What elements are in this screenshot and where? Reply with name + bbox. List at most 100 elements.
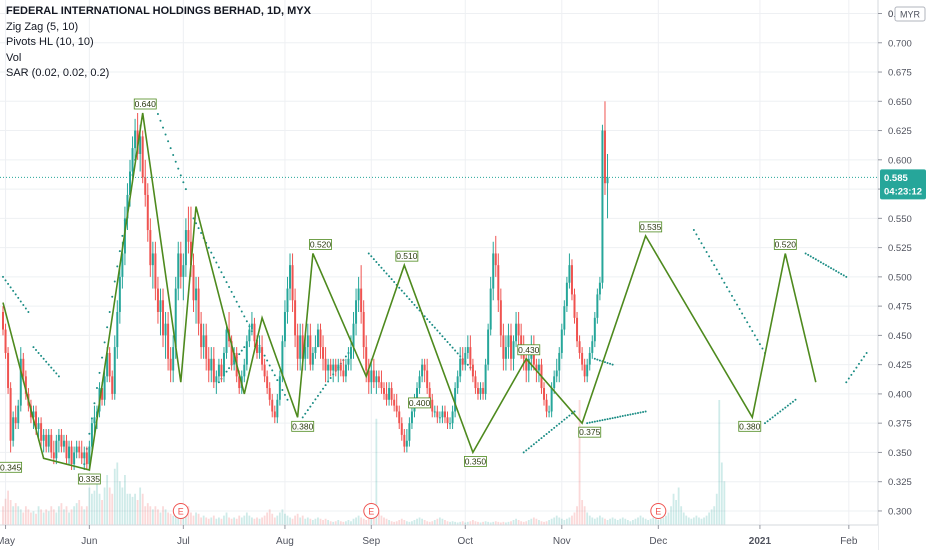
- candle[interactable]: [266, 376, 269, 389]
- candle[interactable]: [543, 388, 546, 400]
- candle[interactable]: [12, 417, 15, 441]
- candle[interactable]: [220, 364, 223, 377]
- candle[interactable]: [377, 376, 380, 383]
- candle[interactable]: [322, 347, 325, 359]
- candle[interactable]: [283, 311, 286, 342]
- candle[interactable]: [487, 329, 490, 365]
- candle[interactable]: [423, 364, 426, 371]
- candle[interactable]: [510, 335, 512, 359]
- candle[interactable]: [598, 282, 601, 295]
- candle[interactable]: [474, 376, 477, 389]
- candle[interactable]: [78, 446, 81, 453]
- candle[interactable]: [111, 376, 114, 394]
- candle[interactable]: [189, 241, 192, 266]
- candle[interactable]: [294, 300, 297, 336]
- candle[interactable]: [362, 311, 365, 348]
- candle[interactable]: [476, 388, 479, 394]
- candle[interactable]: [489, 288, 492, 330]
- candle[interactable]: [306, 335, 309, 348]
- candle[interactable]: [405, 440, 408, 447]
- candle[interactable]: [548, 411, 551, 413]
- candle[interactable]: [162, 300, 165, 336]
- candle[interactable]: [494, 253, 497, 266]
- indicator-sar-label[interactable]: SAR (0.02, 0.02, 0.2): [6, 67, 110, 79]
- candle[interactable]: [431, 399, 434, 412]
- candle[interactable]: [113, 347, 116, 394]
- candle[interactable]: [438, 417, 441, 419]
- candle[interactable]: [40, 423, 43, 441]
- candle[interactable]: [217, 364, 220, 377]
- candle[interactable]: [380, 382, 383, 389]
- candle[interactable]: [17, 405, 20, 424]
- candle[interactable]: [202, 335, 205, 348]
- candle[interactable]: [517, 323, 520, 336]
- candle[interactable]: [560, 329, 563, 353]
- candle[interactable]: [537, 364, 540, 371]
- candle[interactable]: [606, 177, 609, 184]
- candle[interactable]: [578, 341, 581, 353]
- candle[interactable]: [456, 376, 459, 389]
- candle[interactable]: [385, 393, 388, 400]
- candle[interactable]: [233, 352, 236, 365]
- candle[interactable]: [45, 434, 48, 447]
- candle[interactable]: [281, 341, 284, 377]
- candle[interactable]: [355, 300, 358, 324]
- candle[interactable]: [212, 358, 215, 383]
- candle[interactable]: [57, 434, 60, 441]
- candle[interactable]: [515, 323, 518, 342]
- candle[interactable]: [461, 358, 464, 365]
- candle[interactable]: [532, 347, 535, 365]
- candle[interactable]: [482, 388, 485, 394]
- candle[interactable]: [451, 411, 454, 424]
- price-axis[interactable]: 0.300 0.325 0.350 0.375 0.400 0.425 0.450 0.475…: [877, 0, 932, 550]
- candle[interactable]: [327, 364, 330, 371]
- candle[interactable]: [101, 388, 104, 400]
- candle[interactable]: [352, 323, 355, 348]
- candle[interactable]: [301, 335, 304, 359]
- candle[interactable]: [230, 341, 233, 365]
- candle[interactable]: [319, 329, 322, 348]
- candle[interactable]: [126, 194, 129, 219]
- candle[interactable]: [563, 306, 566, 330]
- candle[interactable]: [459, 358, 462, 377]
- candle[interactable]: [360, 288, 363, 312]
- candle[interactable]: [421, 364, 424, 377]
- candle[interactable]: [426, 370, 429, 389]
- candle[interactable]: [200, 323, 203, 348]
- candle[interactable]: [182, 265, 185, 277]
- candle[interactable]: [502, 335, 505, 359]
- candle[interactable]: [108, 352, 111, 377]
- candle[interactable]: [248, 329, 251, 342]
- candle[interactable]: [400, 423, 403, 435]
- candle[interactable]: [367, 370, 370, 383]
- candle[interactable]: [296, 335, 299, 359]
- candle[interactable]: [449, 423, 452, 425]
- candle[interactable]: [332, 364, 335, 371]
- candle[interactable]: [512, 341, 515, 359]
- candle[interactable]: [484, 364, 487, 394]
- earnings-marker[interactable]: [172, 503, 189, 519]
- candle[interactable]: [309, 335, 312, 365]
- candle[interactable]: [75, 446, 78, 453]
- candle[interactable]: [253, 323, 256, 342]
- candle[interactable]: [90, 423, 93, 447]
- candle[interactable]: [339, 364, 342, 371]
- candle[interactable]: [205, 335, 208, 359]
- candle[interactable]: [238, 376, 241, 389]
- candle[interactable]: [492, 253, 495, 289]
- candle[interactable]: [47, 434, 50, 447]
- candle[interactable]: [603, 130, 606, 184]
- candle[interactable]: [243, 364, 246, 377]
- candle[interactable]: [314, 347, 317, 353]
- indicator-volume-label[interactable]: Vol: [6, 51, 22, 64]
- candle[interactable]: [375, 376, 378, 383]
- candle[interactable]: [337, 364, 340, 371]
- candle[interactable]: [570, 265, 573, 295]
- candle[interactable]: [4, 329, 7, 353]
- candle[interactable]: [464, 352, 467, 365]
- candle[interactable]: [527, 358, 530, 371]
- currency-badge[interactable]: [894, 6, 926, 22]
- candle[interactable]: [586, 364, 589, 377]
- candle[interactable]: [156, 288, 159, 312]
